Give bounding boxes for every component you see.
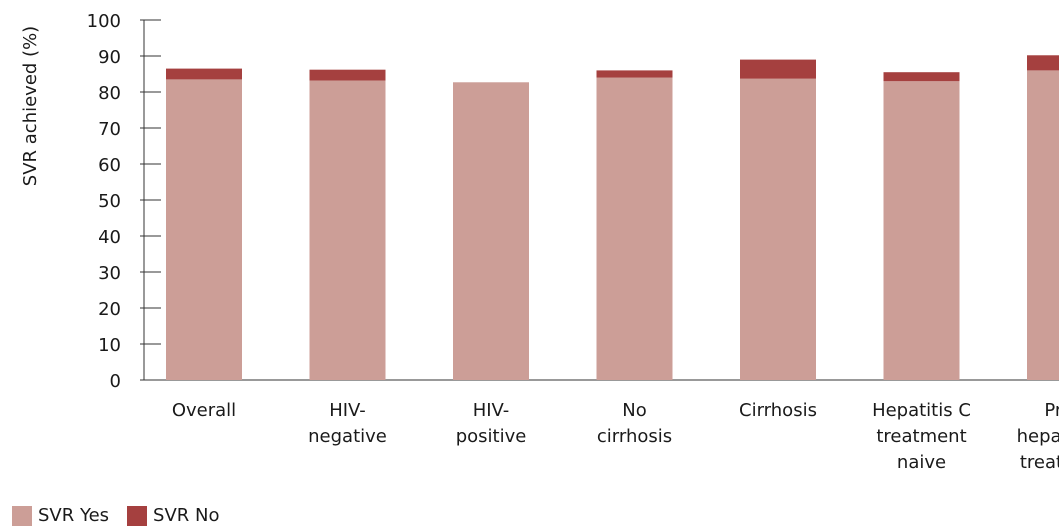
y-tick-label: 60 xyxy=(98,155,121,176)
y-tick-label: 70 xyxy=(98,119,121,140)
y-tick-label: 80 xyxy=(98,83,121,104)
y-axis: 0 10 20 30 40 50 60 70 80 90 100 xyxy=(87,11,1059,392)
x-category-label: Overall xyxy=(172,400,236,421)
legend-label-svr-yes: SVR Yes xyxy=(38,505,110,526)
bars-group xyxy=(166,55,1059,381)
x-category-label: HIV- xyxy=(473,400,510,421)
x-category-label: cirrhosis xyxy=(597,426,672,447)
bar-svr-no-hiv-negative xyxy=(309,69,386,81)
bar-svr-no-cirrhosis xyxy=(740,59,816,79)
bar-svr-yes-cirrhosis xyxy=(740,78,816,381)
y-tick-label: 20 xyxy=(98,299,121,320)
y-axis-title: SVR achieved (%) xyxy=(20,26,41,186)
y-tick-label: 100 xyxy=(87,11,121,32)
legend: SVR Yes SVR No xyxy=(12,505,237,526)
bar-svr-yes-hiv-negative xyxy=(309,80,386,380)
x-category-label: negative xyxy=(308,426,387,447)
x-category-label: treatment xyxy=(876,426,966,447)
bar-svr-no-prior-hepatitis-c-treatment xyxy=(1027,55,1059,71)
bar-svr-yes-overall xyxy=(166,79,242,381)
bar-svr-yes-no-cirrhosis xyxy=(596,77,673,380)
y-tick-label: 40 xyxy=(98,227,121,248)
bar-svr-no-overall xyxy=(166,68,242,80)
x-axis-labels: Overall HIV-negative HIV-positive No cirrhos… xyxy=(172,400,1059,473)
legend-swatch-svr-no xyxy=(127,505,148,526)
legend-item-svr-yes: SVR Yes xyxy=(12,505,109,526)
legend-swatch-svr-yes xyxy=(12,505,32,526)
bar-svr-yes-prior-hepatitis-c-treatment xyxy=(1027,70,1059,381)
bar-svr-yes-hepatitis-c-treatment-naive xyxy=(883,81,960,380)
legend-item-svr-no: SVR No xyxy=(127,505,219,526)
x-category-label: Hepatitis C xyxy=(872,400,971,421)
x-category-label: treatment xyxy=(1020,452,1059,473)
y-tick-label: 90 xyxy=(98,47,121,68)
x-category-label: HIV- xyxy=(329,400,366,421)
x-category-label: positive xyxy=(456,426,527,447)
x-category-label: No xyxy=(622,400,646,421)
y-tick-label: 30 xyxy=(98,263,121,284)
y-tick-label: 10 xyxy=(98,335,121,356)
x-category-label: Prior xyxy=(1044,400,1059,421)
y-tick-label: 0 xyxy=(110,371,121,392)
bar-svr-yes-hiv-positive xyxy=(453,82,529,380)
bar-svr-no-hepatitis-c-treatment-naive xyxy=(883,72,960,82)
x-category-label: hepatitis C xyxy=(1017,426,1059,447)
legend-label-svr-no: SVR No xyxy=(153,505,220,526)
y-tick-label: 50 xyxy=(98,191,121,212)
x-category-label: naive xyxy=(897,452,946,473)
bar-svr-no-no-cirrhosis xyxy=(596,70,673,78)
x-category-label: Cirrhosis xyxy=(739,400,817,421)
